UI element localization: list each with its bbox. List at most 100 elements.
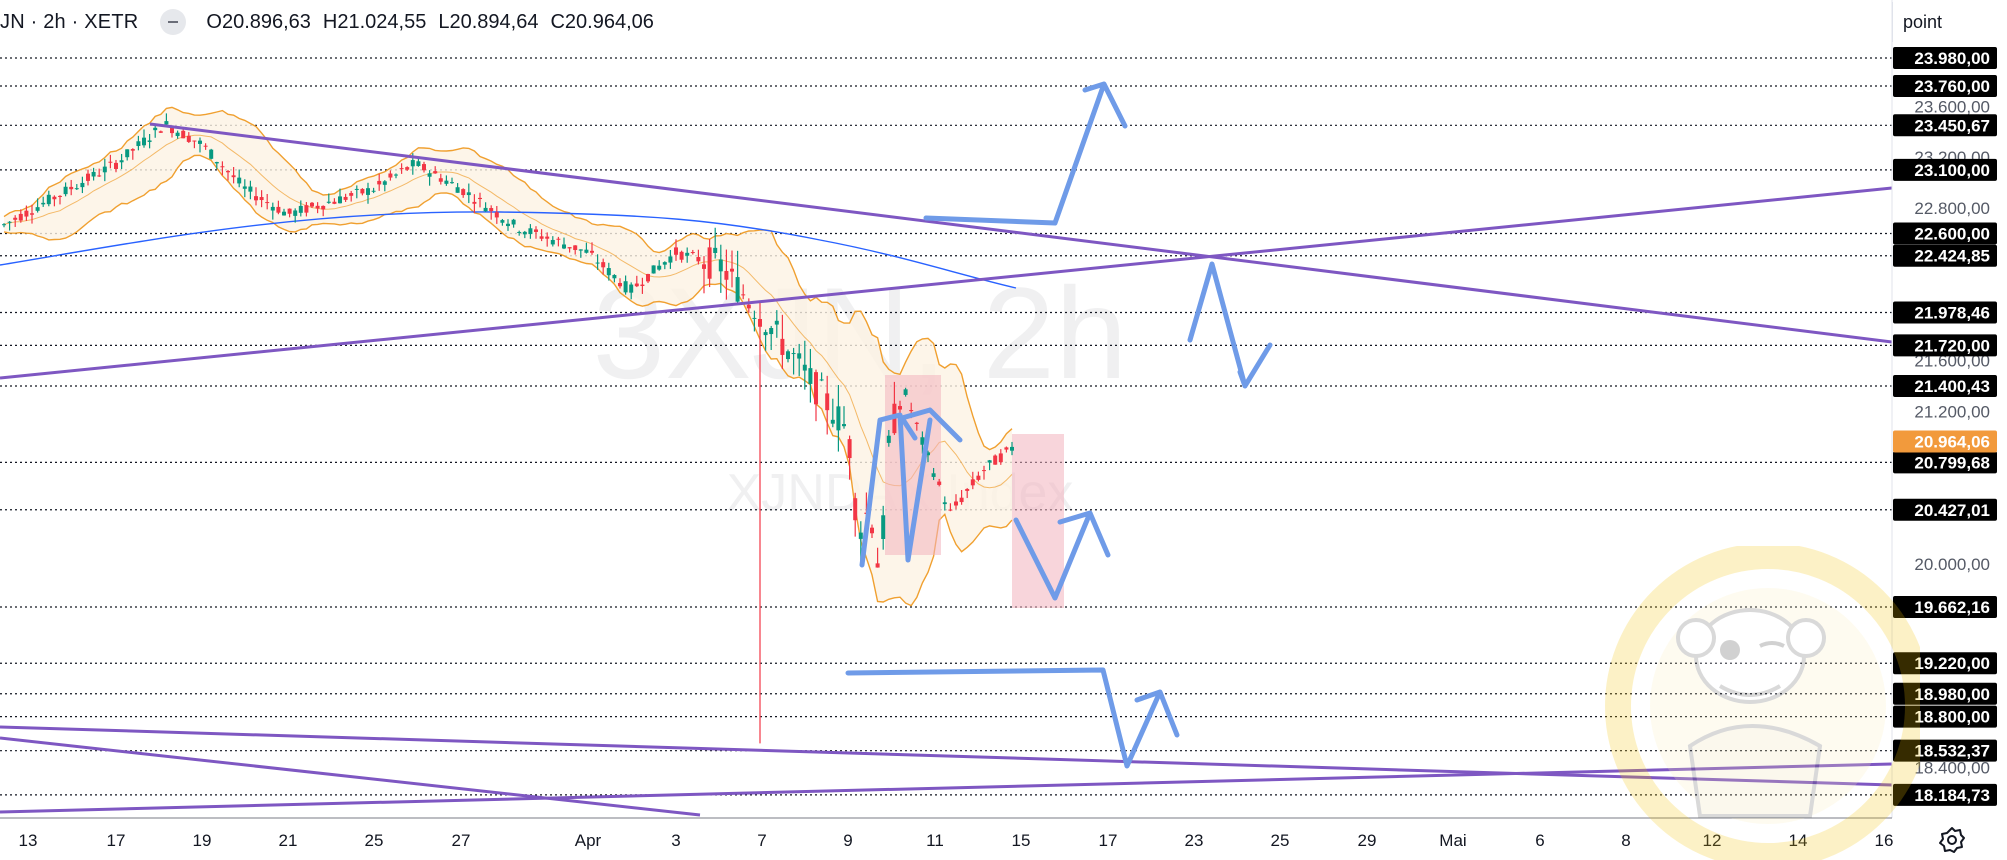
candle-body [478, 197, 482, 200]
candle-body [881, 515, 886, 539]
unit-selector[interactable]: point [1892, 2, 2007, 42]
level-label: 18.532,37 [1914, 742, 1990, 761]
candle-body [836, 406, 841, 431]
candle-body [321, 205, 326, 210]
candle-body [102, 166, 107, 173]
candle-body [500, 220, 505, 223]
settings-gear-icon[interactable] [1936, 824, 1968, 856]
candle-body [377, 180, 382, 185]
level-label-bg [1893, 244, 1997, 267]
price-axis[interactable]: 23.600,0023.200,0022.800,0021.600,0021.2… [1891, 0, 2007, 860]
candle-body [517, 231, 522, 233]
candle-body [713, 247, 718, 254]
time-tick: 14 [1789, 831, 1808, 850]
candle-body [920, 437, 925, 445]
candle-body [657, 265, 662, 270]
projection-arrow [859, 407, 963, 568]
candle-body [119, 160, 124, 163]
candle-body [108, 161, 113, 163]
candle-body [298, 205, 303, 213]
trend-line [0, 762, 1892, 814]
zone-right [1012, 434, 1064, 608]
candle-body [130, 149, 135, 151]
trend-line [0, 186, 1892, 380]
trend-line [0, 725, 1892, 787]
candle-body [248, 186, 253, 192]
level-label: 19.662,16 [1914, 598, 1990, 617]
trend-lines[interactable] [0, 122, 1892, 817]
candle-body [58, 195, 62, 197]
time-tick: 7 [757, 831, 766, 850]
candle-body [606, 268, 611, 276]
candle-body [769, 328, 774, 335]
candle-body [69, 186, 74, 190]
time-tick: 17 [1099, 831, 1118, 850]
candle-body [91, 171, 96, 177]
candle-body [270, 206, 275, 211]
collapse-legend-button[interactable] [160, 9, 187, 35]
candle-body [287, 208, 292, 214]
level-label: 23.450,67 [1914, 116, 1990, 135]
candle-body [629, 284, 634, 293]
candle-body [780, 338, 785, 355]
level-label: 18.800,00 [1914, 708, 1990, 727]
candle-body [237, 177, 242, 184]
candle-body [483, 207, 488, 212]
candle-body [942, 502, 947, 505]
candle-body [707, 247, 712, 279]
level-label: 21.978,46 [1914, 303, 1990, 322]
trend-line [0, 736, 701, 817]
candle-body [158, 131, 163, 133]
candle-body [192, 140, 197, 142]
candle-body [175, 132, 180, 137]
level-label: 21.400,43 [1914, 377, 1990, 396]
projection-arrows[interactable] [845, 81, 1273, 769]
candle-body [461, 189, 466, 196]
candle-body [41, 202, 46, 205]
candle-body [870, 527, 874, 534]
candle-body [774, 320, 779, 325]
time-tick: 16 [1875, 831, 1894, 850]
time-axis-ticks: 13 17 19 21 25 27 Apr 3 7 9 11 15 17 23 25 29 Mai 6 8 12 14 1… [19, 831, 1894, 850]
candle-body [332, 201, 337, 204]
candle-body [86, 173, 90, 181]
candle-body [46, 194, 51, 205]
candle-body [242, 186, 247, 189]
candle-body [136, 141, 141, 147]
candle-body [562, 244, 566, 249]
level-label: 23.760,00 [1914, 77, 1990, 96]
level-label-bg [1893, 451, 1997, 474]
symbol-name[interactable]: JN · 2h · XETR [0, 10, 139, 33]
time-tick: 9 [843, 831, 852, 850]
candle-body [405, 167, 410, 170]
candle-body [472, 201, 477, 204]
level-label: 21.720,00 [1914, 336, 1990, 355]
price-tick: 22.800,00 [1914, 199, 1990, 218]
price-axis-ticks: 23.600,0023.200,0022.800,0021.600,0021.2… [1914, 97, 1990, 777]
candle-body [786, 351, 790, 360]
time-tick: 3 [671, 831, 680, 850]
level-label-bg [1893, 783, 1997, 806]
symbol-legend: JN · 2h · XETR O20.896,63 H21.024,55 L20.8… [0, 8, 666, 36]
open-value: O20.896,63 [206, 10, 311, 33]
level-label-bg [1893, 222, 1997, 245]
time-axis[interactable]: 13 17 19 21 25 27 Apr 3 7 9 11 15 17 23 25 29 Mai 6 8 12 14 1… [0, 817, 1894, 850]
time-tick: 25 [1271, 831, 1290, 850]
time-tick: 6 [1535, 831, 1544, 850]
candle-body [214, 162, 219, 164]
time-tick: Mai [1439, 831, 1466, 850]
candle-body [310, 202, 314, 207]
candle-body [735, 277, 740, 302]
candle-body [422, 164, 426, 171]
candle-body [550, 239, 555, 245]
candle-body [528, 228, 533, 235]
moving-average [0, 211, 1017, 289]
time-tick: Apr [575, 831, 602, 850]
candle-body [534, 229, 538, 232]
candle-body [259, 197, 264, 201]
candle-body [646, 273, 650, 282]
candle-body [998, 453, 1003, 463]
level-label: 20.799,68 [1914, 453, 1990, 472]
candle-body [914, 422, 919, 424]
